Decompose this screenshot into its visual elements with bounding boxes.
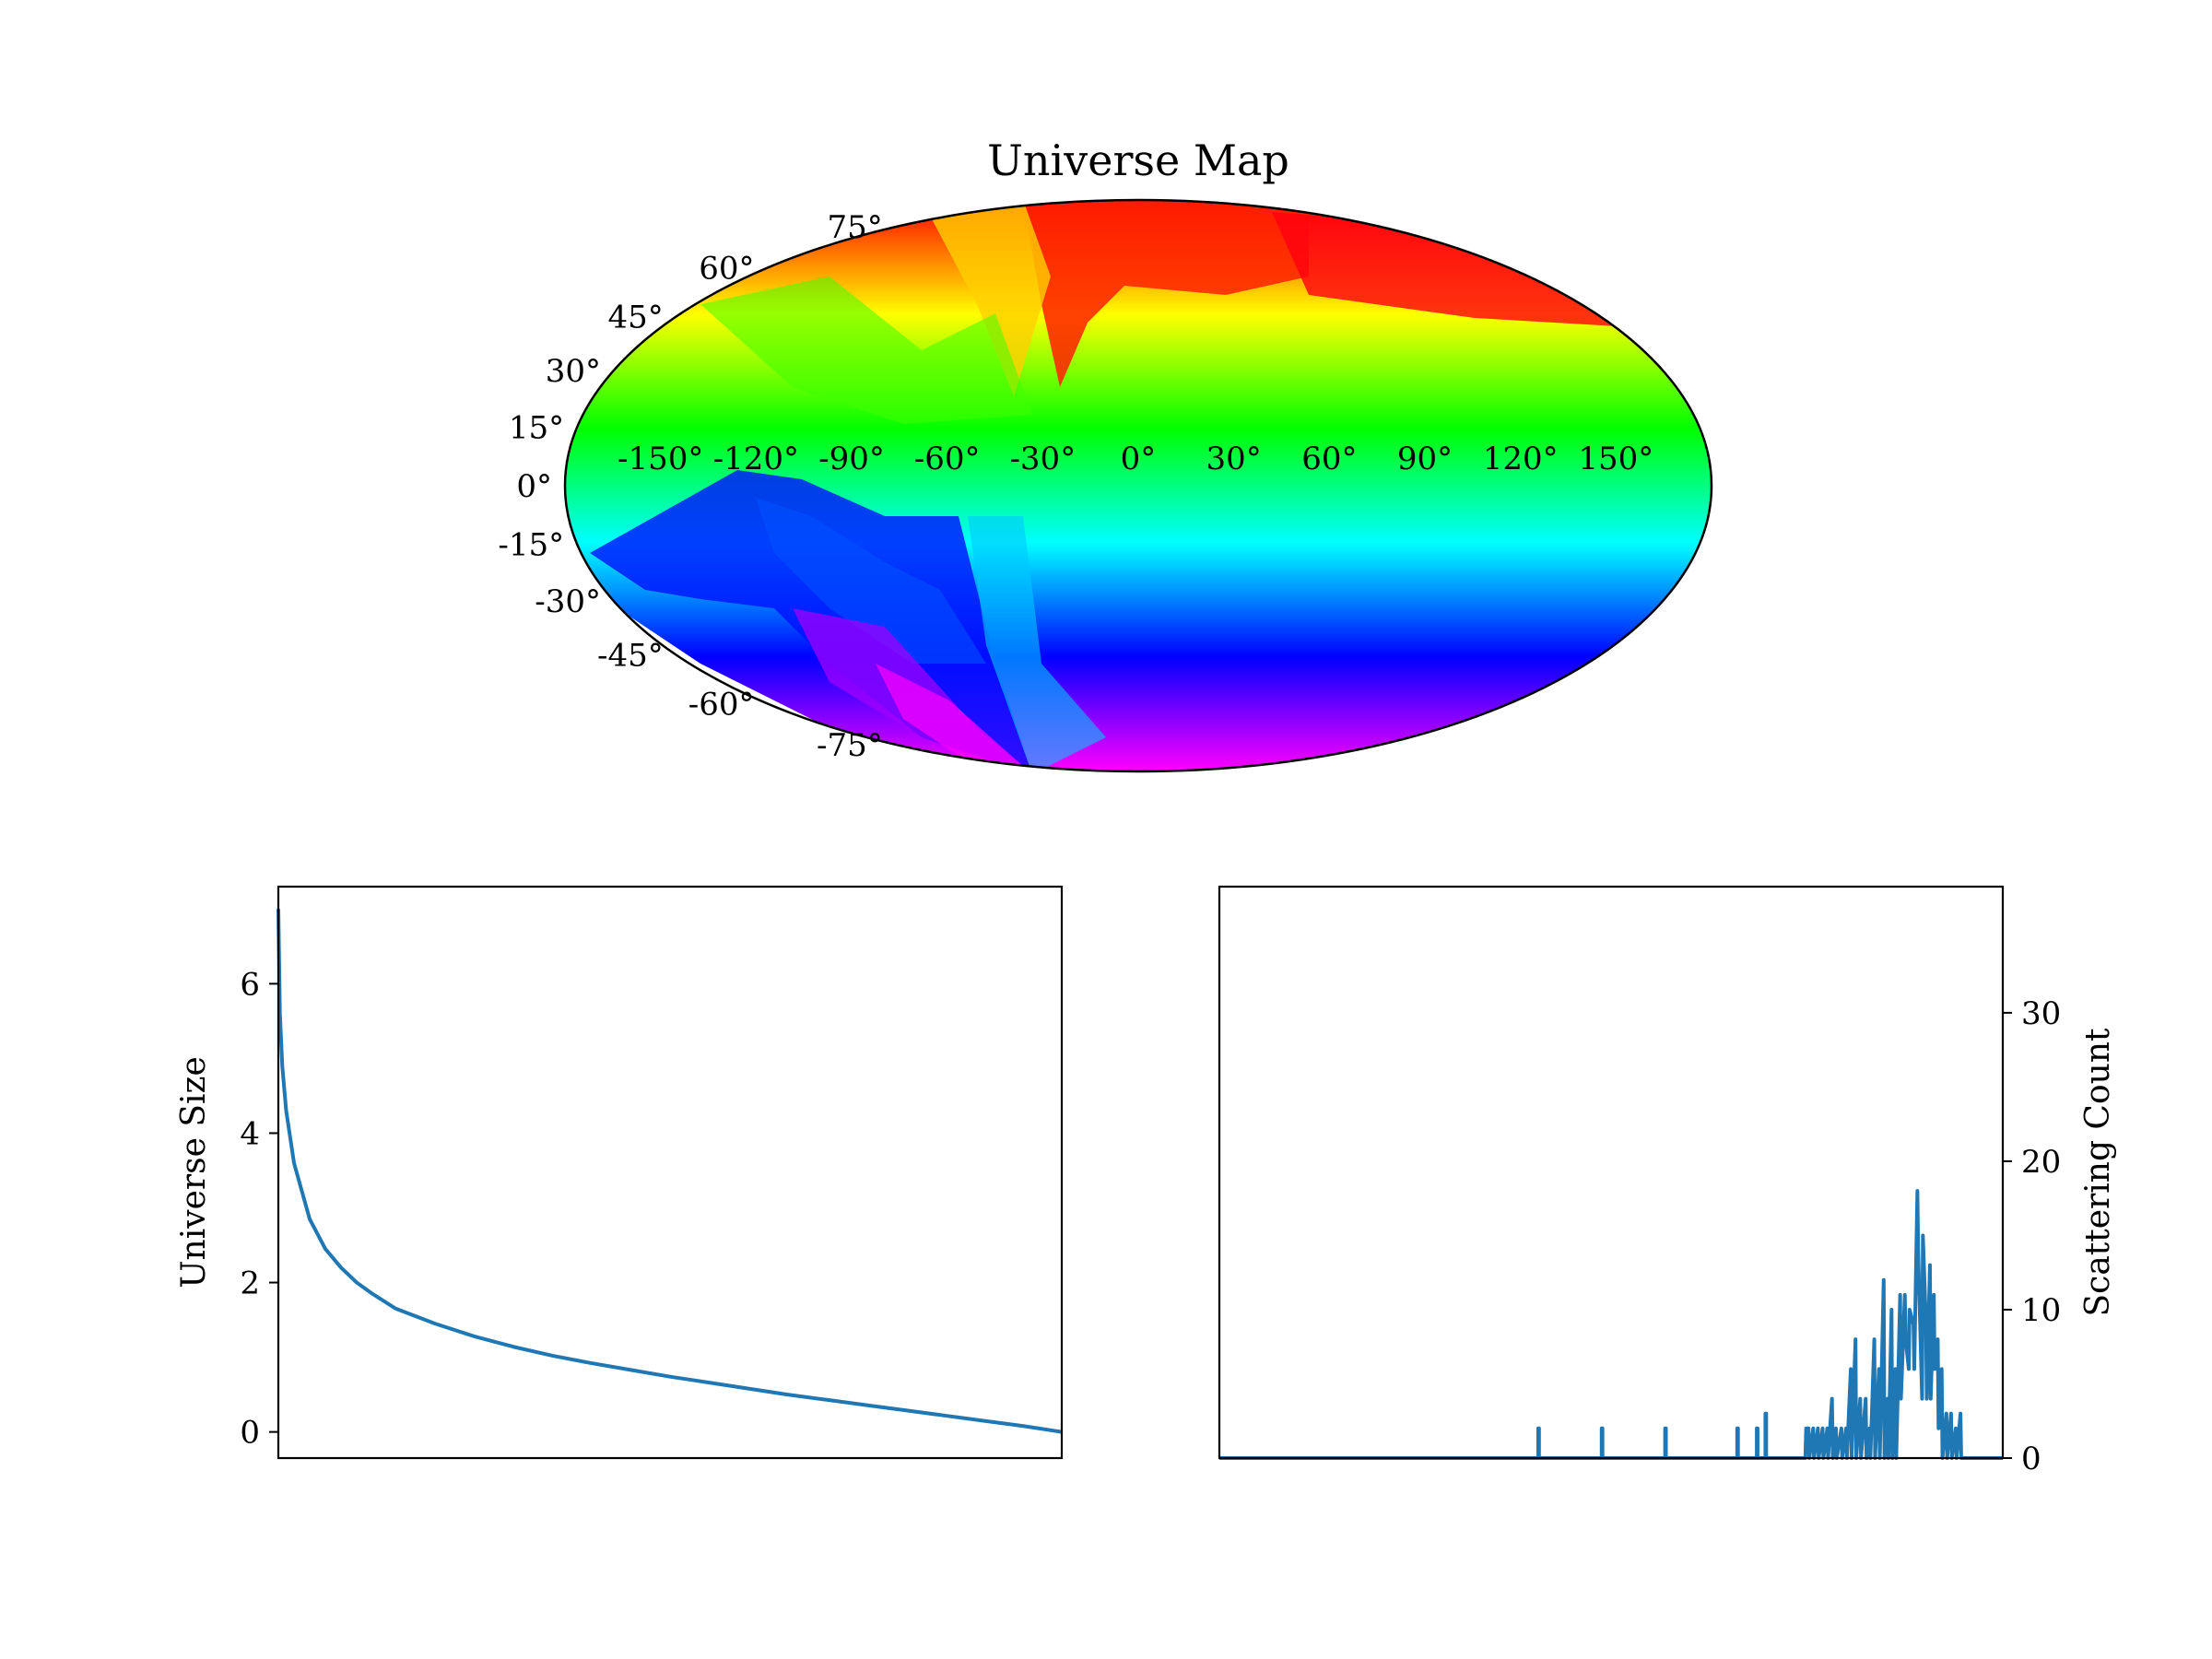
size-plot-frame — [276, 885, 1064, 1460]
y-tick-label: 30 — [2021, 995, 2061, 1032]
size-y-ticks: 0 2 4 6 — [240, 966, 278, 1452]
lat-tick-label: -30° — [535, 583, 601, 620]
y-tick-label: 0 — [240, 1415, 260, 1452]
size-panel: 0 2 4 6 Universe Size — [175, 885, 1064, 1460]
series-line — [1219, 1189, 2003, 1460]
y-tick-label: 6 — [240, 966, 260, 1003]
series-line — [276, 909, 1063, 1434]
lat-tick-label: 15° — [509, 410, 564, 447]
lon-tick-label: -120° — [713, 441, 799, 477]
lon-tick-label: 30° — [1206, 441, 1262, 477]
lon-tick-label: 0° — [1121, 441, 1157, 477]
y-tick-label: 10 — [2021, 1292, 2061, 1329]
size-ylabel: Universe Size — [175, 1056, 213, 1288]
y-tick-label: 4 — [240, 1115, 260, 1152]
lat-tick-label: -60° — [688, 686, 755, 723]
lat-tick-label: -75° — [817, 727, 883, 764]
lon-tick-label: 60° — [1301, 441, 1357, 477]
map-color-patch — [922, 200, 1051, 396]
map-color-patch — [1023, 200, 1309, 387]
lat-tick-label: 30° — [546, 353, 601, 390]
lon-tick-label: 120° — [1483, 441, 1559, 477]
y-tick-label: 2 — [240, 1265, 260, 1302]
scatter-panel: 0 10 20 30 Scattering Count — [1218, 885, 2117, 1477]
lon-tick-label: 150° — [1578, 441, 1653, 477]
lon-tick-label: -60° — [914, 441, 981, 477]
lat-tick-label: -45° — [597, 638, 664, 675]
scatter-plot-frame — [1218, 885, 2005, 1460]
map-color-patch — [700, 276, 1032, 424]
lon-tick-label: -90° — [818, 441, 885, 477]
lat-tick-label: 45° — [607, 299, 663, 335]
map-panel: Universe Map -150° -120° -90° -60° -30° 0° 30°… — [498, 135, 1713, 773]
map-color-patch — [876, 664, 1032, 771]
lat-tick-label: 75° — [828, 209, 883, 246]
lon-tick-label: 90° — [1397, 441, 1453, 477]
map-title: Universe Map — [987, 135, 1289, 185]
lat-tick-label: 60° — [699, 251, 754, 288]
scatter-y-ticks: 0 10 20 30 — [2003, 995, 2061, 1477]
scatter-ylabel: Scattering Count — [2079, 1028, 2117, 1317]
lon-tick-label: -30° — [1009, 441, 1076, 477]
map-color-patch — [968, 516, 1106, 771]
lon-tick-label: -150° — [618, 441, 703, 477]
lat-tick-label: -15° — [498, 526, 564, 563]
y-tick-label: 0 — [2021, 1441, 2041, 1477]
latitude-tick-labels: 75° 60° 45°30° 15° 0° -15° -30° -45° -60° -75° — [498, 209, 882, 764]
lat-tick-label: 0° — [516, 468, 552, 505]
map-color-patch — [756, 498, 986, 664]
longitude-tick-labels: -150° -120° -90° -60° -30° 0° 30° 60° 90° 120° 150… — [618, 441, 1653, 477]
map-outline — [563, 198, 1713, 773]
y-tick-label: 20 — [2021, 1144, 2061, 1181]
